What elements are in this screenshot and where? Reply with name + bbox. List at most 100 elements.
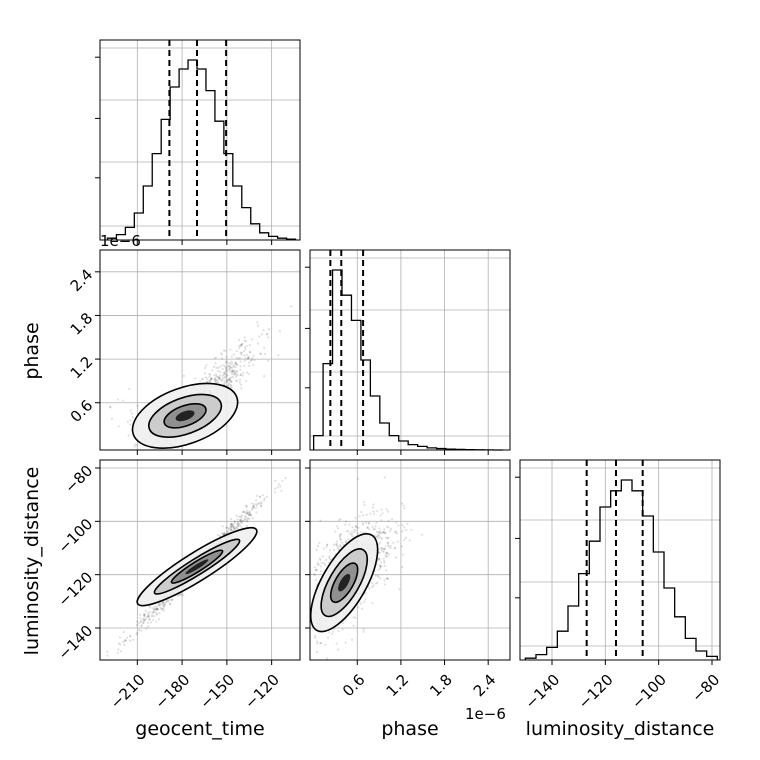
scatter-point (220, 352, 223, 355)
scatter-point (199, 380, 202, 383)
scatter-point (162, 604, 166, 608)
scatter-point (278, 330, 281, 333)
y-tick-label: −80 (61, 462, 96, 497)
scatter-point (245, 344, 248, 347)
scatter-point (229, 348, 232, 351)
scatter-point (364, 521, 368, 524)
scatter-point (224, 381, 227, 384)
scatter-point (240, 519, 244, 523)
scatter-point (378, 530, 381, 533)
scatter-point (219, 374, 222, 377)
scatter-point (209, 379, 212, 382)
panel-scatter-phase-luminosity-distance: 0.6 1.2 1.8 2.4 (305, 459, 511, 700)
scatter-point (325, 558, 328, 561)
scatter-point (155, 613, 158, 616)
scatter-point (117, 648, 120, 651)
scatter-point (380, 508, 383, 511)
scatter-point (259, 505, 263, 508)
scatter-point (216, 378, 219, 382)
scatter-point (313, 572, 316, 576)
scatter-point (238, 515, 241, 518)
scatter-point (262, 329, 265, 332)
scatter-point (335, 542, 338, 545)
scatter-point (221, 368, 224, 371)
x-tick-label: −100 (628, 671, 670, 713)
scatter-point (229, 524, 232, 528)
scatter-point (219, 534, 222, 538)
scatter-point (386, 542, 389, 545)
scatter-point (170, 598, 174, 601)
scatter-point (230, 380, 233, 383)
scatter-point (221, 374, 224, 377)
scatter-point (245, 506, 248, 509)
scatter-point (147, 613, 150, 616)
scatter-point (262, 346, 266, 349)
scatter-point (347, 537, 350, 541)
scatter-point (126, 420, 129, 423)
scatter-point (224, 349, 227, 352)
scatter-point (315, 548, 318, 551)
scatter-point (378, 534, 381, 537)
scatter-point (144, 617, 147, 620)
scatter-point (240, 514, 244, 517)
scatter-point (235, 363, 238, 366)
scatter-point (143, 614, 146, 617)
scatter-point (180, 593, 183, 597)
scatter-point (141, 618, 145, 621)
scatter-point (366, 526, 369, 529)
scatter-point (165, 599, 168, 603)
scatter-point (217, 369, 220, 373)
scatter-point (326, 636, 330, 639)
scatter-point (362, 630, 365, 633)
scatter-point (244, 346, 247, 349)
scatter-point (316, 561, 320, 564)
scatter-point (378, 567, 382, 570)
scatter-point (265, 332, 269, 336)
scatter-point (238, 522, 241, 525)
x-tick-label: −180 (152, 671, 194, 713)
scatter-point (251, 338, 254, 341)
scatter-point (253, 359, 256, 362)
scatter-point (258, 502, 261, 505)
scatter-point (227, 527, 231, 531)
scatter-point (337, 548, 341, 551)
scatter-point (380, 548, 383, 552)
scatter-point (240, 353, 243, 356)
scatter-point (372, 512, 376, 515)
scatter-point (385, 555, 388, 559)
scatter-point (255, 504, 259, 507)
y-tick-label: −100 (55, 515, 97, 557)
scatter-point (385, 577, 388, 580)
scatter-point (205, 364, 208, 367)
scatter-point (248, 511, 251, 514)
scatter-point (228, 365, 231, 368)
scatter-point (158, 611, 161, 615)
scatter-point (378, 557, 381, 561)
scatter-point (234, 362, 237, 365)
scatter-point (379, 514, 382, 517)
scatter-point (215, 375, 218, 378)
x-tick-label: −120 (575, 671, 617, 713)
scatter-point (162, 604, 165, 607)
scatter-point (231, 524, 234, 527)
scatter-point (376, 509, 379, 513)
scatter-point (387, 519, 390, 522)
scatter-point (244, 348, 247, 351)
scatter-point (386, 577, 389, 580)
scatter-point (92, 402, 94, 404)
scatter-point (236, 518, 239, 521)
scatter-point (218, 376, 221, 379)
scatter-point (252, 506, 255, 509)
scatter-point (204, 366, 207, 370)
scatter-point (352, 531, 356, 534)
scatter-point (223, 364, 227, 367)
scatter-point (382, 531, 385, 534)
scatter-point (237, 524, 240, 528)
scatter-point (229, 384, 232, 387)
panel-scatter-geocent-time-phase: 0.6 1.2 1.8 2.4 (67, 249, 301, 455)
scatter-point (205, 377, 209, 380)
scatter-point (160, 608, 163, 611)
scatter-point (162, 601, 165, 605)
scatter-point (228, 378, 231, 382)
scatter-point (350, 533, 353, 536)
